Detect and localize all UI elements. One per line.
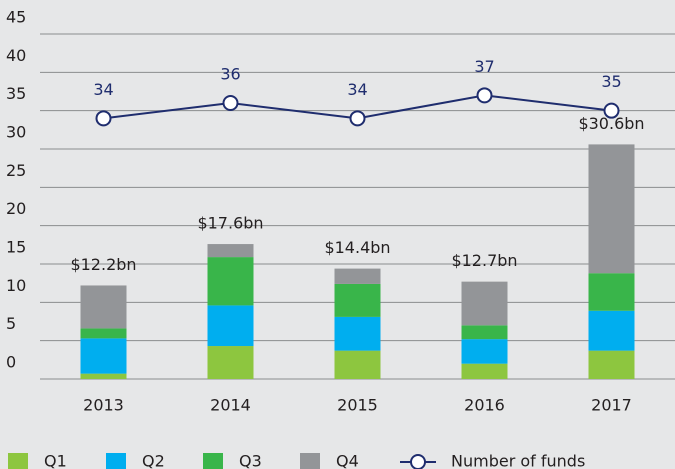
legend-swatch [300,453,320,469]
line-point [476,87,493,104]
bar-segment [207,305,254,347]
legend-label: Q2 [142,452,165,469]
legend-label: Q1 [44,452,67,469]
y-tick-label: 40 [6,46,26,65]
y-tick-label: 20 [6,199,26,218]
x-tick-label: 2014 [210,396,251,415]
bar-segment [207,257,254,306]
line-point [349,110,366,127]
legend-label: Q3 [239,452,262,469]
line-label: 36 [220,65,240,84]
x-tick-label: 2015 [337,396,378,415]
bar-segment [334,350,381,379]
y-tick-label: 25 [6,161,26,180]
total-label: $17.6bn [197,214,263,233]
legend-swatch [106,453,126,469]
legend-swatch [8,453,28,469]
bar-segment [334,316,381,351]
legend-swatch [203,453,223,469]
y-tick-label: 0 [6,353,16,372]
legend-marker [410,454,426,469]
bar-segment [461,281,508,326]
total-label: $12.7bn [451,251,517,270]
bar-segment [334,283,381,317]
y-tick-label: 15 [6,238,26,257]
legend-label: Q4 [336,452,359,469]
x-tick-label: 2017 [591,396,632,415]
bar-segment [588,350,635,379]
line-label: 37 [474,57,494,76]
line-label: 34 [93,80,113,99]
bar-segment [461,325,508,340]
total-label: $14.4bn [324,238,390,257]
line-label: 35 [601,72,621,91]
bar-segment [80,373,127,379]
bar-segment [80,285,127,329]
bar-segment [588,310,635,351]
y-tick-label: 35 [6,84,26,103]
x-tick-label: 2013 [83,396,124,415]
total-label: $12.2bn [70,255,136,274]
bar-segment [207,244,254,258]
y-tick-label: 10 [6,276,26,295]
bar-segment [461,339,508,364]
bar-segment [334,268,381,284]
line-point [603,102,620,119]
bar-segment [207,346,254,379]
line-label: 34 [347,80,367,99]
y-tick-label: 5 [6,314,16,333]
y-tick-label: 45 [6,8,26,27]
legend-label: Number of funds [451,452,585,469]
bar-segment [588,273,635,311]
y-tick-label: 30 [6,123,26,142]
line-point [222,95,239,111]
line-point [95,110,112,127]
bar-segment [80,328,127,339]
bar-segment [80,338,127,374]
bar-segment [588,144,635,274]
bar-segment [461,363,508,379]
total-label: $30.6bn [578,114,644,133]
x-tick-label: 2016 [464,396,505,415]
